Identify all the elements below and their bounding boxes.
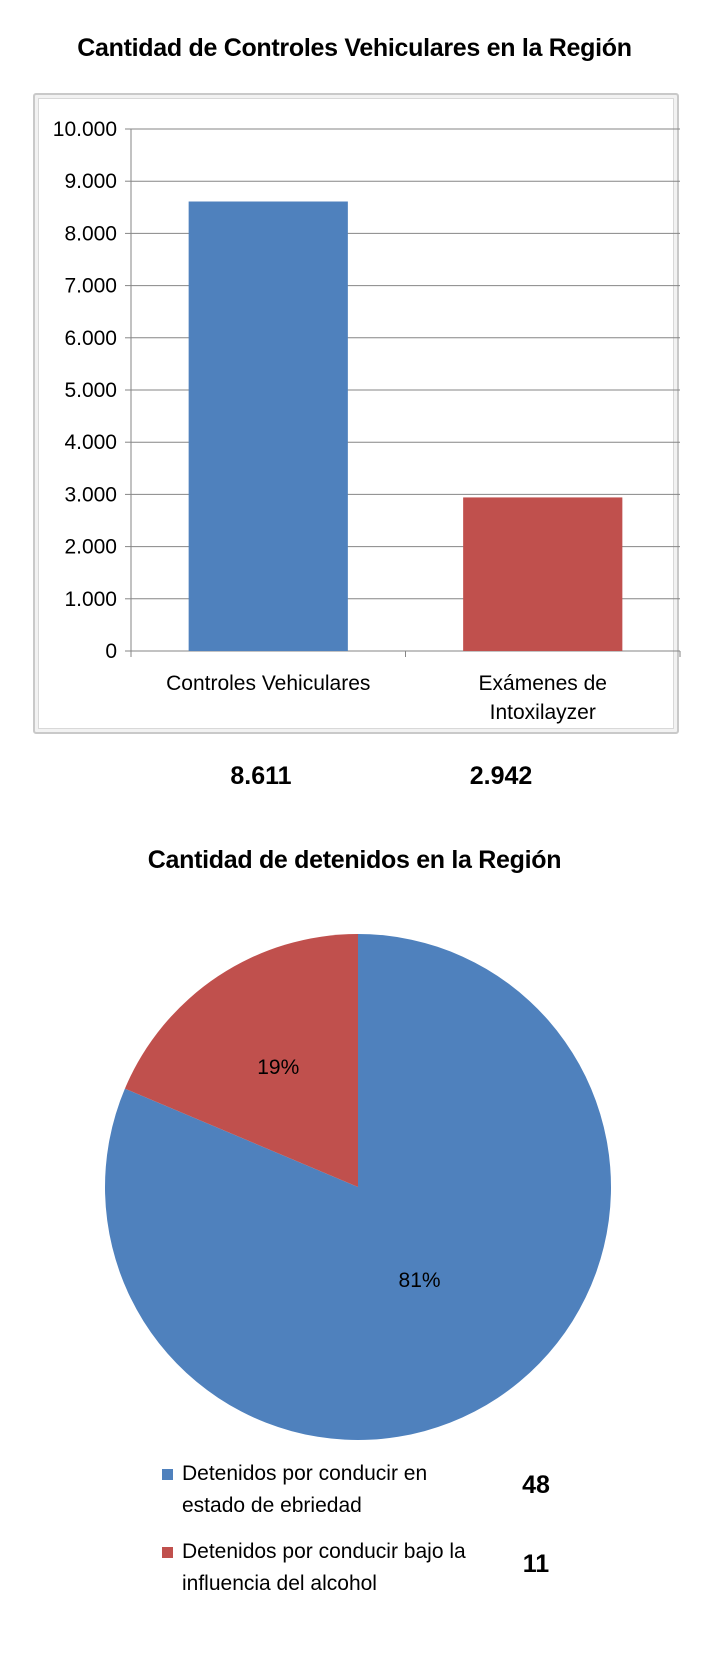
total-examenes-intoxilayzer: 2.942 <box>469 762 533 790</box>
pie-data-label: 19% <box>257 1056 299 1079</box>
y-tick-label: 6.000 <box>64 327 117 350</box>
x-tick-label: Controles Vehiculares <box>166 672 370 695</box>
legend-label: Detenidos por conducir bajo la influenci… <box>182 1540 466 1595</box>
pie-chart-title: Cantidad de detenidos en la Región <box>147 846 562 874</box>
legend-label: Detenidos por conducir en estado de ebri… <box>182 1462 428 1517</box>
bar <box>463 497 623 651</box>
y-tick-label: 5.000 <box>64 379 117 402</box>
y-tick-label: 8.000 <box>64 222 117 245</box>
y-tick-label: 4.000 <box>64 431 117 454</box>
bar-chart-frame <box>33 93 679 734</box>
legend-count-influencia-alcohol: 11 <box>522 1550 550 1578</box>
bar <box>188 201 348 651</box>
x-tick-label: Intoxilayzer <box>490 701 596 724</box>
x-tick-label: Exámenes de <box>479 672 607 695</box>
pie-data-label: 81% <box>399 1269 441 1292</box>
legend-item-ebriedad: Detenidos por conducir en estado de ebri… <box>162 1458 502 1528</box>
y-tick-label: 0 <box>105 640 117 663</box>
y-tick-label: 3.000 <box>64 483 117 506</box>
pie-slice <box>124 934 358 1187</box>
pie-slice <box>104 934 611 1440</box>
pie-chart: 81% 19% <box>104 934 611 1440</box>
legend-item-influencia-alcohol: Detenidos por conducir bajo la influenci… <box>162 1536 502 1606</box>
y-tick-label: 1.000 <box>64 588 117 611</box>
legend-swatch-red <box>162 1547 173 1558</box>
legend-swatch-blue <box>162 1469 173 1480</box>
bar-chart: 0 1.000 2.000 3.000 4.000 5.000 6.000 7.000 8.00… <box>53 118 681 724</box>
y-tick-label: 10.000 <box>53 118 117 141</box>
y-tick-label: 9.000 <box>64 170 117 193</box>
y-tick-label: 2.000 <box>64 536 117 559</box>
total-controles-vehiculares: 8.611 <box>230 762 292 790</box>
y-tick-label: 7.000 <box>64 275 117 298</box>
legend-count-ebriedad: 48 <box>522 1471 550 1499</box>
bar-chart-title: Cantidad de Controles Vehiculares en la … <box>77 34 632 62</box>
